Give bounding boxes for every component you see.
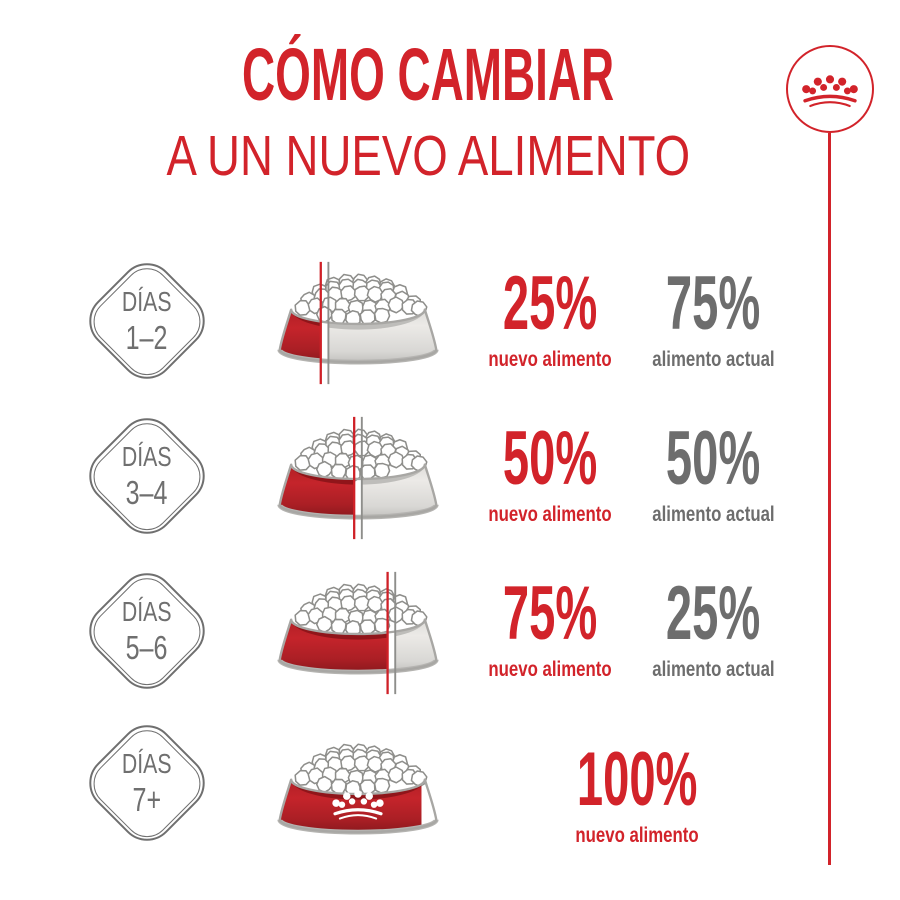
current-food-block: 75% alimento actual	[618, 261, 808, 371]
transition-row-days-1-2: DÍAS 1–2 25% nuevo alimento	[0, 250, 900, 405]
new-food-percent: 75%	[502, 571, 598, 656]
new-food-label: nuevo alimento	[488, 503, 612, 526]
current-food-block: 50% alimento actual	[618, 416, 808, 526]
food-bowl-illustration	[272, 570, 444, 696]
days-label: DÍAS	[122, 441, 172, 472]
current-food-label: alimento actual	[651, 503, 775, 526]
new-food-percent: 25%	[502, 261, 598, 346]
transition-row-days-3-4: DÍAS 3–4 50% nuevo alimento	[0, 405, 900, 560]
new-food-label: nuevo alimento	[575, 824, 700, 847]
days-badge: DÍAS 5–6	[77, 561, 217, 701]
days-label: DÍAS	[122, 286, 172, 317]
new-food-block: 75% nuevo alimento	[455, 571, 645, 681]
days-value: 3–4	[126, 474, 168, 511]
days-badge: DÍAS 1–2	[77, 251, 217, 391]
food-bowl-illustration	[272, 260, 444, 386]
page-title: CÓMO CAMBIAR A UN NUEVO ALIMENTO	[0, 38, 856, 185]
transition-row-days-5-6: DÍAS 5–6 75% nuevo alimento	[0, 560, 900, 715]
days-value: 1–2	[126, 319, 168, 356]
new-food-block: 25% nuevo alimento	[455, 261, 645, 371]
new-food-block: 100% nuevo alimento	[540, 737, 735, 847]
new-food-percent: 100%	[577, 737, 698, 822]
new-food-label: nuevo alimento	[488, 658, 612, 681]
days-label: DÍAS	[122, 596, 172, 627]
current-food-percent: 25%	[665, 571, 761, 656]
food-bowl-illustration	[272, 415, 444, 541]
brand-logo-circle	[786, 45, 874, 133]
days-label: DÍAS	[122, 748, 172, 779]
page-title-line1: CÓMO CAMBIAR	[241, 33, 615, 116]
transition-row-days-7-plus: DÍAS 7+ 100% nuevo alimento	[0, 712, 900, 867]
food-bowl-illustration	[272, 730, 444, 856]
current-food-percent: 75%	[665, 261, 761, 346]
current-food-label: alimento actual	[651, 348, 775, 371]
current-food-percent: 50%	[665, 416, 761, 501]
brand-vertical-line	[828, 133, 831, 865]
days-badge: DÍAS 3–4	[77, 406, 217, 546]
royal-canin-crown-icon	[801, 73, 859, 108]
page-title-line2: A UN NUEVO ALIMENTO	[166, 124, 690, 188]
days-value: 5–6	[126, 629, 168, 666]
days-badge: DÍAS 7+	[77, 713, 217, 853]
current-food-block: 25% alimento actual	[618, 571, 808, 681]
new-food-label: nuevo alimento	[488, 348, 612, 371]
new-food-block: 50% nuevo alimento	[455, 416, 645, 526]
days-value: 7+	[132, 781, 162, 818]
current-food-label: alimento actual	[651, 658, 775, 681]
new-food-percent: 50%	[502, 416, 598, 501]
